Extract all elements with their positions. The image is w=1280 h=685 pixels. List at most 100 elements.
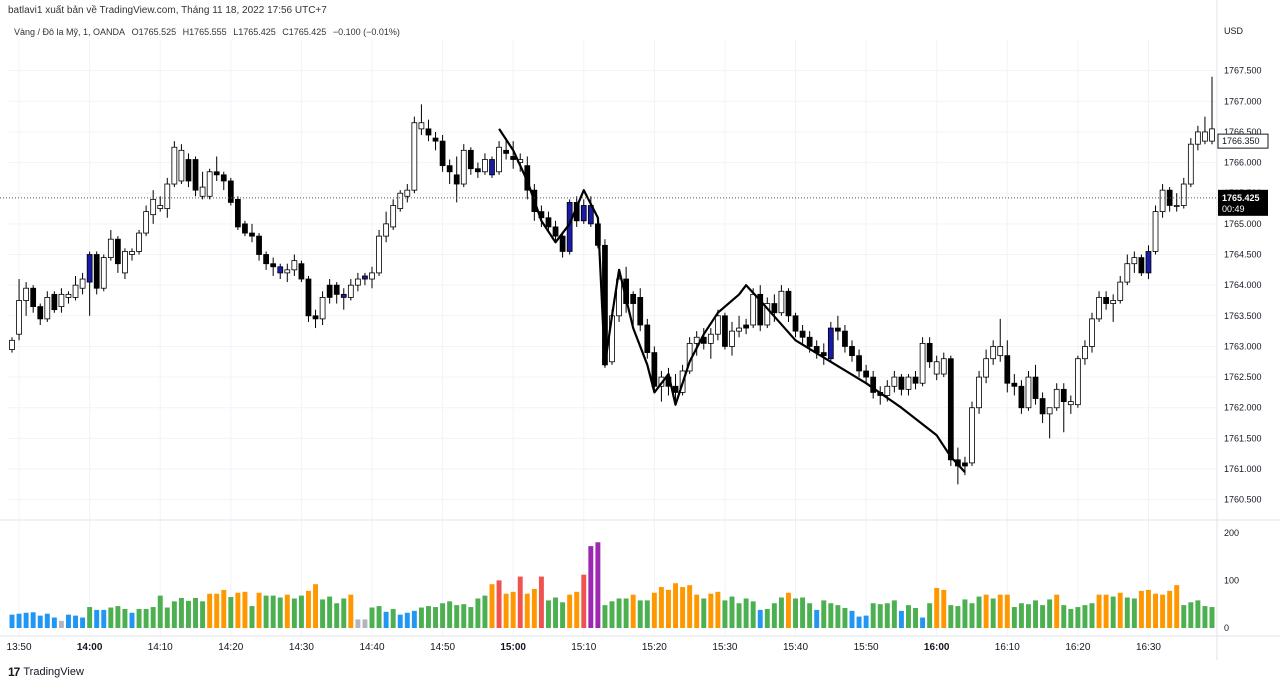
- candle-body: [37, 306, 44, 320]
- volume-bar: [524, 593, 530, 628]
- candle-body: [778, 290, 785, 314]
- candle-body: [940, 358, 947, 375]
- volume-bar: [1026, 604, 1031, 628]
- volume-bar: [44, 613, 50, 628]
- volume-bar: [461, 604, 467, 628]
- volume-bar: [94, 609, 100, 628]
- price-tick-label: 1763.500: [1224, 311, 1262, 321]
- candle-body: [799, 330, 806, 338]
- volume-bar: [1096, 594, 1102, 628]
- volume-bar: [623, 598, 629, 628]
- candle-body: [969, 407, 975, 464]
- volume-bar: [651, 592, 657, 628]
- volume-bar: [447, 601, 453, 628]
- time-tick-label: 16:20: [1065, 642, 1090, 653]
- candle-body: [178, 149, 185, 182]
- time-tick-label: 14:30: [289, 642, 314, 653]
- candle-body: [418, 122, 425, 130]
- candle-body: [157, 205, 164, 209]
- volume-bar: [1075, 607, 1081, 628]
- volume-bar: [969, 603, 975, 628]
- candle-body: [1103, 297, 1109, 304]
- candle-body: [1117, 281, 1124, 301]
- volume-bar: [517, 576, 523, 628]
- candle-body: [129, 251, 135, 255]
- candle-body: [86, 254, 93, 283]
- candle-body: [355, 278, 361, 286]
- candle-body: [58, 293, 65, 308]
- candle-body: [482, 159, 488, 173]
- candle-body: [926, 342, 933, 363]
- volume-bar: [397, 614, 403, 628]
- candle-body: [707, 333, 714, 344]
- price-tick-label: 1766.500: [1224, 127, 1262, 137]
- symbol-legend: Vàng / Đô la Mỹ, 1, OANDA O1765.525 H176…: [14, 27, 404, 37]
- volume-bar: [553, 597, 558, 628]
- volume-bar: [1188, 602, 1194, 628]
- candle-body: [496, 146, 502, 173]
- volume-bar: [856, 616, 862, 628]
- volume-bar: [306, 590, 311, 628]
- candle-body: [439, 140, 446, 167]
- candle-body: [277, 266, 284, 274]
- volume-bar: [934, 588, 940, 628]
- volume-bar: [708, 593, 714, 628]
- grid-layer: [0, 0, 1280, 660]
- candle-body: [997, 346, 1004, 357]
- volume-bar: [270, 595, 276, 628]
- candle-body: [785, 290, 792, 317]
- candle-body: [185, 159, 192, 182]
- volume-bar: [101, 609, 107, 628]
- badge-price-label: 1766.350: [1222, 136, 1260, 146]
- tradingview-logo[interactable]: 17 TradingView: [8, 665, 84, 679]
- candle-body: [432, 137, 439, 142]
- candle-body: [362, 275, 368, 280]
- candle-body: [213, 171, 220, 176]
- time-tick-label: 14:20: [218, 642, 243, 653]
- candle-body: [312, 315, 319, 320]
- candle-body: [453, 174, 460, 185]
- candle-body: [743, 324, 749, 329]
- candle-body: [1145, 251, 1152, 274]
- candle-body: [44, 297, 51, 320]
- volume-bar: [983, 594, 989, 628]
- volume-bar: [87, 607, 93, 628]
- candle-body: [1159, 189, 1166, 213]
- volume-bar: [849, 610, 855, 628]
- volume-bar: [1068, 608, 1074, 628]
- volume-bar: [186, 600, 191, 628]
- volume-bar: [355, 619, 361, 628]
- volume-bar: [178, 598, 184, 628]
- candle-body: [100, 257, 107, 289]
- candle-body: [446, 165, 453, 173]
- candle-body: [115, 238, 121, 265]
- volume-bar: [1061, 605, 1067, 628]
- time-tick-label: 14:00: [77, 642, 103, 653]
- candle-body: [164, 183, 171, 209]
- price-axis: 1767.5001767.0001766.5001766.0001765.500…: [1217, 26, 1269, 633]
- legend-low: L1765.425: [233, 27, 276, 37]
- price-tick-label: 1763.000: [1224, 341, 1262, 351]
- candle-body: [827, 327, 834, 360]
- volume-bar: [1209, 607, 1215, 628]
- volume-bar: [313, 584, 318, 628]
- price-tick-label: 1762.500: [1224, 372, 1262, 382]
- volume-bar: [1011, 607, 1017, 628]
- time-tick-label: 14:10: [148, 642, 173, 653]
- volume-bar: [1082, 605, 1088, 628]
- candle-body: [947, 358, 954, 461]
- candle-body: [23, 287, 29, 301]
- candle-body: [171, 146, 178, 185]
- candle-body: [1018, 385, 1025, 409]
- volume-bar: [1110, 596, 1116, 628]
- candle-body: [510, 156, 517, 160]
- volume-bar: [383, 611, 389, 628]
- candle-body: [1046, 407, 1053, 415]
- price-tick-label: 1761.000: [1224, 464, 1262, 474]
- volume-bar: [955, 606, 961, 628]
- candle-body: [1082, 346, 1088, 360]
- volume-bar: [362, 619, 368, 628]
- candle-body: [65, 293, 72, 298]
- candle-body: [842, 330, 848, 347]
